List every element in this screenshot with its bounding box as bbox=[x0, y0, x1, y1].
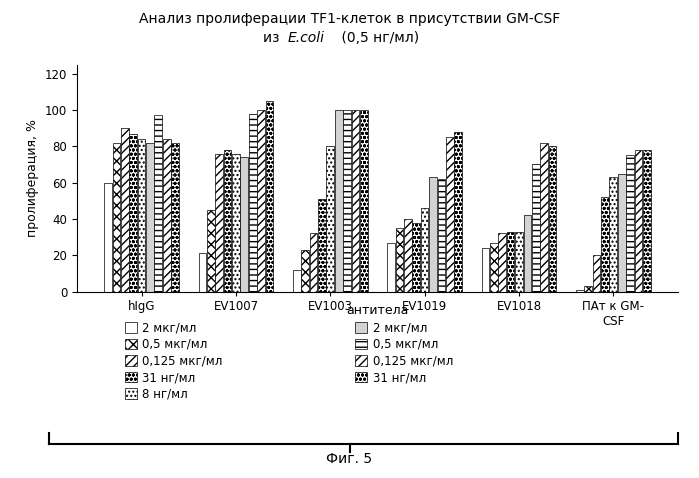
Text: из: из bbox=[263, 31, 284, 45]
Bar bbox=[232, 153, 240, 292]
Legend: 2 мкг/мл, 0,5 мкг/мл, 0,125 мкг/мл, 31 нг/мл: 2 мкг/мл, 0,5 мкг/мл, 0,125 мкг/мл, 31 н… bbox=[355, 321, 454, 384]
Bar bbox=[438, 179, 445, 292]
Bar bbox=[584, 286, 592, 292]
Bar bbox=[266, 101, 273, 292]
Y-axis label: пролиферация, %: пролиферация, % bbox=[27, 119, 39, 237]
Bar bbox=[421, 208, 428, 292]
Bar bbox=[257, 110, 265, 292]
Bar bbox=[215, 153, 223, 292]
Bar bbox=[429, 177, 437, 292]
Bar bbox=[207, 210, 215, 292]
Bar bbox=[318, 199, 326, 292]
Bar bbox=[610, 177, 617, 292]
Bar bbox=[293, 270, 301, 292]
Bar bbox=[121, 128, 129, 292]
Bar bbox=[532, 164, 540, 292]
Bar bbox=[404, 219, 412, 292]
Bar bbox=[515, 232, 523, 292]
Text: E.coli: E.coli bbox=[287, 31, 324, 45]
Bar bbox=[396, 228, 403, 292]
Bar bbox=[171, 142, 179, 292]
Bar bbox=[113, 142, 120, 292]
Bar bbox=[635, 150, 642, 292]
Bar bbox=[146, 142, 154, 292]
Bar bbox=[310, 233, 317, 292]
Bar bbox=[540, 142, 548, 292]
Text: Фиг. 5: Фиг. 5 bbox=[326, 452, 373, 466]
Bar bbox=[549, 146, 556, 292]
Bar bbox=[224, 150, 231, 292]
Bar bbox=[618, 174, 626, 292]
Bar bbox=[387, 242, 395, 292]
Bar bbox=[163, 139, 171, 292]
Bar bbox=[593, 255, 600, 292]
Bar bbox=[199, 253, 206, 292]
Bar bbox=[482, 248, 489, 292]
Bar bbox=[446, 137, 454, 292]
Bar bbox=[601, 197, 609, 292]
Bar bbox=[335, 110, 343, 292]
Bar bbox=[412, 223, 420, 292]
Text: антитела: антитела bbox=[346, 304, 409, 316]
Bar bbox=[249, 114, 257, 292]
Bar bbox=[352, 110, 359, 292]
Bar bbox=[576, 290, 584, 292]
Bar bbox=[498, 233, 506, 292]
Bar bbox=[326, 146, 334, 292]
Bar bbox=[138, 139, 145, 292]
Bar bbox=[626, 155, 634, 292]
Bar bbox=[360, 110, 368, 292]
Text: Анализ пролиферации TF1-клеток в присутствии GM-CSF: Анализ пролиферации TF1-клеток в присутс… bbox=[139, 12, 560, 26]
Bar bbox=[643, 150, 651, 292]
Bar bbox=[154, 115, 162, 292]
Bar bbox=[454, 132, 462, 292]
Bar bbox=[129, 133, 137, 292]
Bar bbox=[490, 242, 498, 292]
Bar bbox=[524, 215, 531, 292]
Bar bbox=[240, 157, 248, 292]
Bar bbox=[104, 183, 112, 292]
Bar bbox=[301, 250, 309, 292]
Bar bbox=[507, 232, 514, 292]
Text: (0,5 нг/мл): (0,5 нг/мл) bbox=[337, 31, 419, 45]
Bar bbox=[343, 110, 351, 292]
